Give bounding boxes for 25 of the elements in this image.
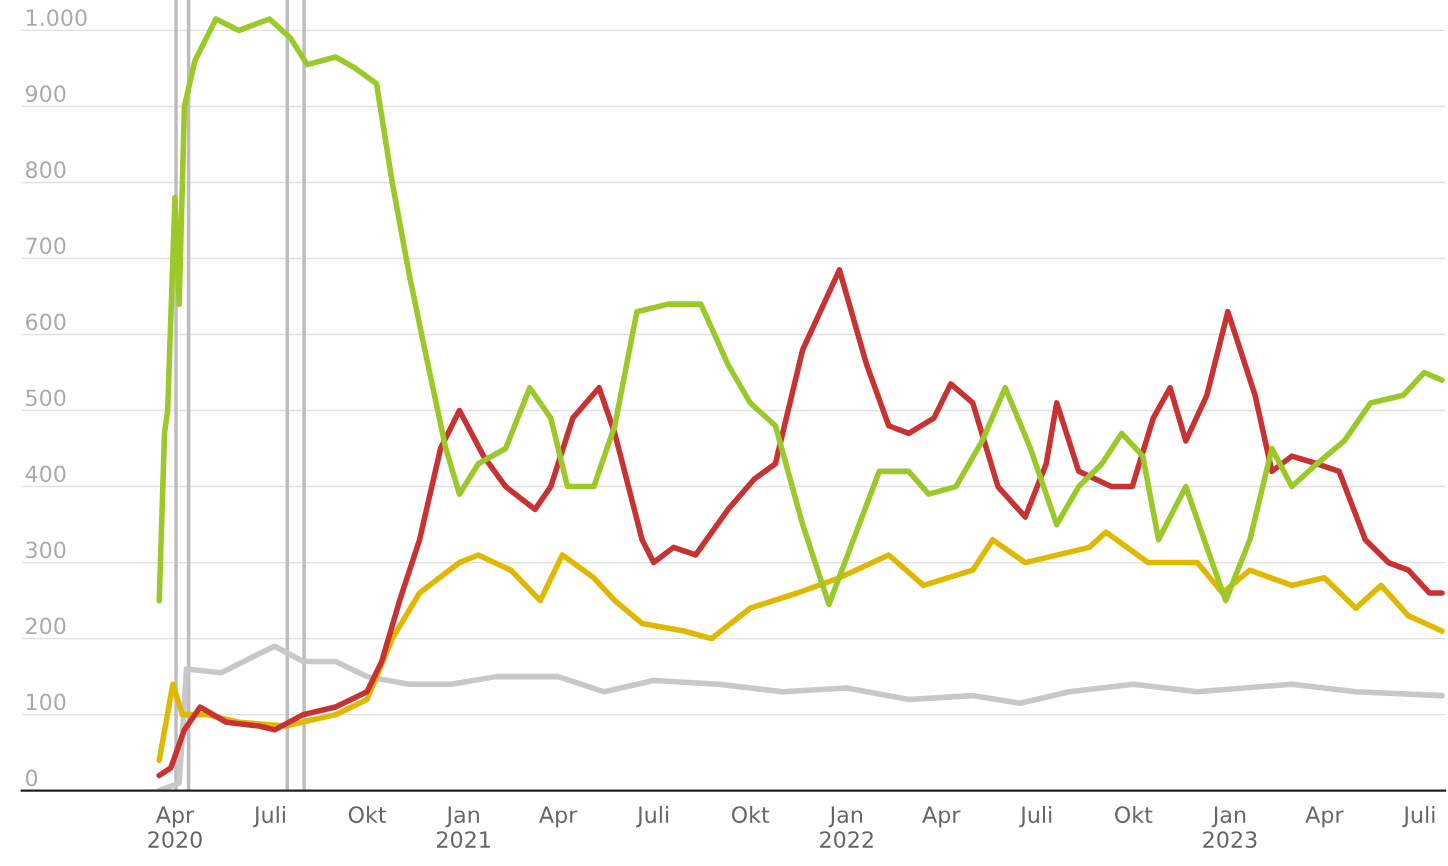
- y-tick-label: 100: [26, 693, 66, 711]
- y-tick-label: 800: [26, 161, 66, 179]
- x-tick-label: Apr: [539, 806, 578, 828]
- y-tick-label: 0: [25, 769, 38, 787]
- y-tick-label: 600: [26, 313, 66, 331]
- x-tick-label: Apr 2020: [148, 806, 202, 849]
- x-tick-label: Juli: [252, 805, 285, 828]
- y-tick-label: 400: [25, 465, 66, 483]
- x-tick-label: Okt: [1115, 805, 1153, 824]
- x-tick-label: Okt: [348, 805, 387, 824]
- x-tick-label: Jan 2021: [436, 806, 490, 849]
- x-tick-label: Okt: [731, 805, 770, 824]
- y-tick-label: 200: [26, 617, 66, 635]
- y-tick-label: 900: [25, 85, 66, 103]
- x-tick-label: Juli: [1402, 805, 1435, 828]
- x-tick-label: Juli: [635, 805, 669, 828]
- y-tick-label: 300: [26, 541, 66, 559]
- y-tick-label: 1.000: [26, 9, 87, 27]
- x-tick-label: Jan 2023: [1203, 806, 1257, 849]
- x-tick-label: Apr: [1305, 806, 1344, 828]
- y-tick-label: 500: [26, 389, 66, 407]
- x-tick-label: Jan 2022: [820, 806, 873, 849]
- y-tick-label: 700: [26, 237, 66, 255]
- x-tick-label: Apr: [922, 806, 961, 828]
- x-tick-label: Juli: [1019, 805, 1052, 828]
